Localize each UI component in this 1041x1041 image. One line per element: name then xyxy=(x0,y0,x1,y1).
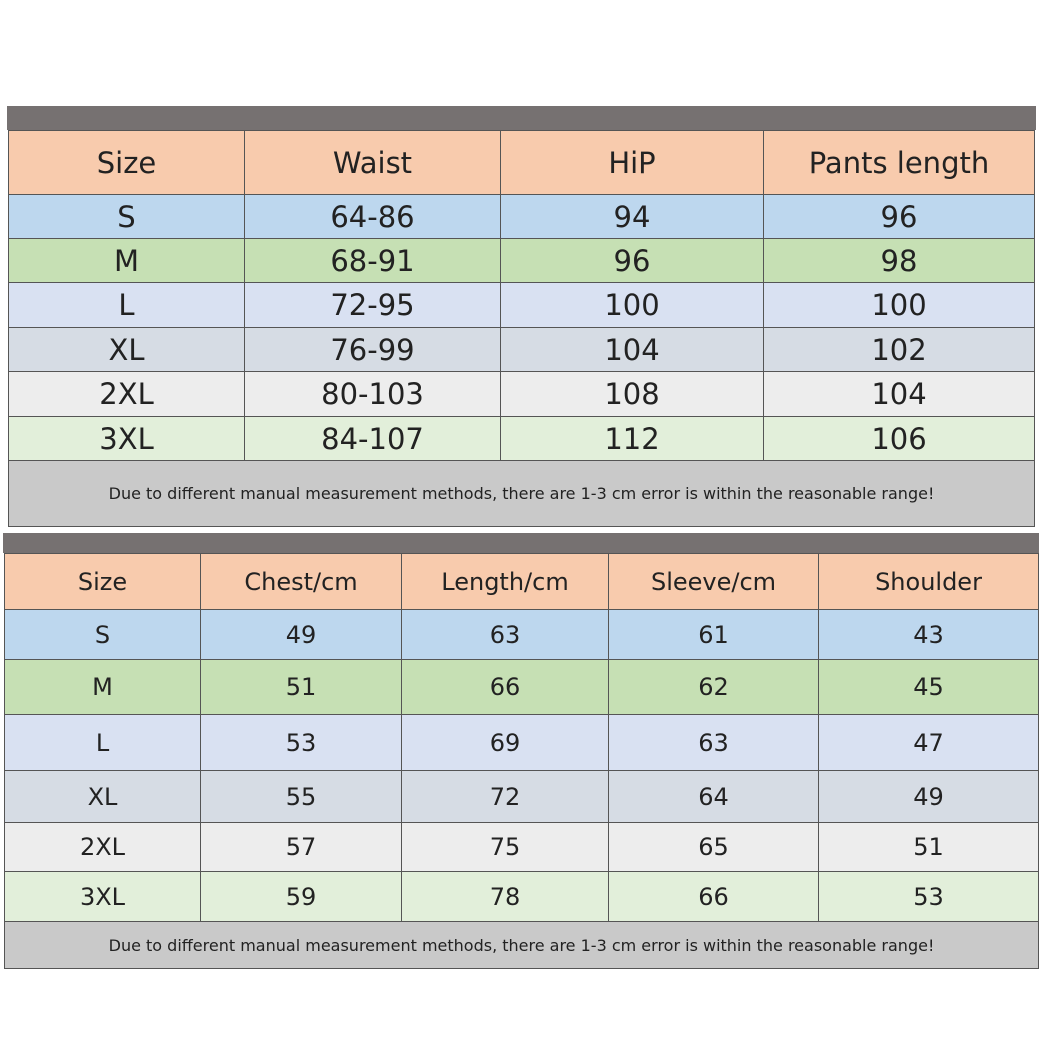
table-cell: 53 xyxy=(200,714,402,771)
table-cell: 62 xyxy=(608,659,819,715)
table-cell: 2XL xyxy=(4,822,201,872)
table-cell: 66 xyxy=(608,871,819,922)
table-cell: 55 xyxy=(200,770,402,823)
table-cell: 96 xyxy=(500,238,764,283)
footnote: Due to different manual measurement meth… xyxy=(4,921,1039,969)
table-cell: M xyxy=(8,238,245,283)
table-cell: 106 xyxy=(763,416,1035,461)
table-cell: XL xyxy=(4,770,201,823)
table-cell: 49 xyxy=(200,609,402,660)
table-cell: 3XL xyxy=(4,871,201,922)
table-cell: 47 xyxy=(818,714,1039,771)
table-cell: 61 xyxy=(608,609,819,660)
table-cell: 63 xyxy=(401,609,609,660)
table-cell: 51 xyxy=(818,822,1039,872)
table-cell: M xyxy=(4,659,201,715)
header-cell: Size xyxy=(8,130,245,195)
table-cell: 104 xyxy=(763,371,1035,417)
table-cell: 43 xyxy=(818,609,1039,660)
table-cell: 53 xyxy=(818,871,1039,922)
table-cell: 78 xyxy=(401,871,609,922)
table-cell: 72-95 xyxy=(244,282,501,328)
header-cell: Size xyxy=(4,553,201,610)
table-cell: S xyxy=(8,194,245,239)
table-cell: 108 xyxy=(500,371,764,417)
table-cell: XL xyxy=(8,327,245,372)
table-cell: 64-86 xyxy=(244,194,501,239)
table-cell: 98 xyxy=(763,238,1035,283)
table-cell: 57 xyxy=(200,822,402,872)
table-cell: 94 xyxy=(500,194,764,239)
table-cell: 66 xyxy=(401,659,609,715)
table-cell: 49 xyxy=(818,770,1039,823)
table-cell: 65 xyxy=(608,822,819,872)
footnote: Due to different manual measurement meth… xyxy=(8,460,1035,527)
table-top-bar xyxy=(7,106,1036,130)
table-cell: 51 xyxy=(200,659,402,715)
table-cell: 112 xyxy=(500,416,764,461)
header-cell: Length/cm xyxy=(401,553,609,610)
table-cell: 45 xyxy=(818,659,1039,715)
table-cell: 68-91 xyxy=(244,238,501,283)
table-cell: 2XL xyxy=(8,371,245,417)
header-cell: Waist xyxy=(244,130,501,195)
header-cell: Shoulder xyxy=(818,553,1039,610)
table-cell: 64 xyxy=(608,770,819,823)
table-cell: 76-99 xyxy=(244,327,501,372)
table-cell: 75 xyxy=(401,822,609,872)
table-top-bar xyxy=(3,533,1039,553)
table-cell: L xyxy=(4,714,201,771)
table-cell: L xyxy=(8,282,245,328)
table-cell: 100 xyxy=(500,282,764,328)
table-cell: 59 xyxy=(200,871,402,922)
header-cell: Pants length xyxy=(763,130,1035,195)
header-cell: Chest/cm xyxy=(200,553,402,610)
table-cell: 100 xyxy=(763,282,1035,328)
table-cell: 80-103 xyxy=(244,371,501,417)
table-cell: 63 xyxy=(608,714,819,771)
header-cell: Sleeve/cm xyxy=(608,553,819,610)
table-cell: 69 xyxy=(401,714,609,771)
table-cell: 3XL xyxy=(8,416,245,461)
table-cell: 72 xyxy=(401,770,609,823)
table-cell: 104 xyxy=(500,327,764,372)
header-cell: HiP xyxy=(500,130,764,195)
table-cell: S xyxy=(4,609,201,660)
table-cell: 96 xyxy=(763,194,1035,239)
table-cell: 84-107 xyxy=(244,416,501,461)
table-cell: 102 xyxy=(763,327,1035,372)
